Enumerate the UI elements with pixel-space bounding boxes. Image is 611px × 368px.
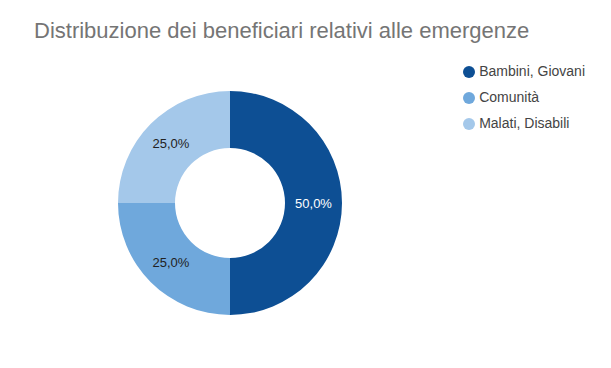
html-text:Bambini, Giovani: Bambini, Giovani: [479, 63, 585, 79]
html-text:Malati, Disabili: Malati, Disabili: [479, 115, 570, 131]
html-text:Comunità: Comunità: [479, 89, 540, 105]
svg-text:50,0%: 50,0%: [295, 196, 332, 211]
html-text:Distribuzione dei beneficiari: Distribuzione dei beneficiari relativi a…: [34, 18, 530, 43]
svg-text:25,0%: 25,0%: [153, 136, 190, 151]
svg-text:25,0%: 25,0%: [153, 255, 190, 270]
